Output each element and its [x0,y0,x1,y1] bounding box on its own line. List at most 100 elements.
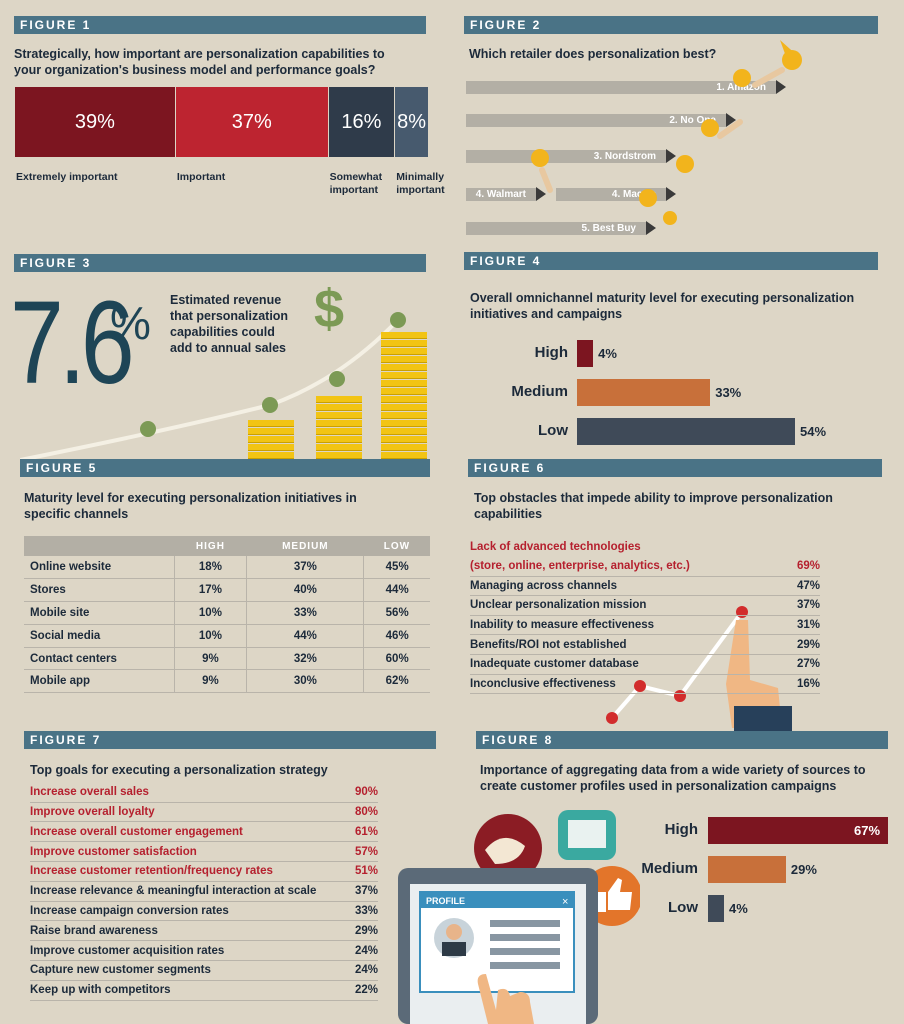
table-cell: 40% [246,578,364,603]
list-item-label: Increase overall customer engagement [30,825,243,838]
coin [316,444,362,451]
list-item: Unclear personalization mission 37% [470,596,820,616]
table-row: Social media 10% 44% 46% [24,624,430,648]
list-item-label: Inadequate customer database [470,658,639,671]
list-item-value: 61% [354,825,378,838]
list-item-value: 80% [354,806,378,819]
list-item: Increase relevance & meaningful interact… [30,882,378,902]
list-item-label: Unclear personalization mission [470,599,647,612]
figure-5-header: FIGURE 5 [20,459,430,477]
table-cell: 9% [173,647,247,671]
table-header-cell: HIGH [174,536,247,556]
list-item-value: 27% [796,658,820,671]
table-cell: 32% [246,647,364,671]
list-item: Benefits/ROI not established 29% [470,635,820,655]
table-cell: 62% [363,669,430,694]
list-item: Inability to measure effectiveness 31% [470,616,820,636]
table-cell: 60% [363,647,430,671]
rank-shelf: 5. Best Buy [466,222,646,235]
table-cell: Mobile app [24,669,174,694]
list-item: Keep up with competitors 22% [30,981,378,1001]
shelf-end [776,80,786,94]
coin [248,436,294,443]
list-item-label: Keep up with competitors [30,984,171,997]
trophy-cup [676,155,694,173]
coin [381,412,427,419]
figure-8-question: Importance of aggregating data from a wi… [480,763,866,793]
dollar-icon: $ [314,279,345,339]
bar [708,895,724,922]
list-item-label: Increase relevance & meaningful interact… [30,885,317,898]
coin [381,356,427,363]
growth-point [390,312,406,328]
stacked-bar-segment: 39% [15,87,175,157]
coin [381,452,427,459]
coin [381,436,427,443]
growth-curve [20,312,406,462]
bar [708,817,888,844]
big-stat-number: 7.6 [10,277,135,409]
table-cell: Online website [24,556,174,580]
coin [316,404,362,411]
list-item: Increase campaign conversion rates 33% [30,902,378,922]
coin [381,388,427,395]
list-item-value: 24% [354,964,378,977]
list-item: Inconclusive effectiveness 16% [470,675,820,695]
obstacle-first-line: Lack of advanced technologies [470,541,641,553]
list-item-label: Capture new customer segments [30,964,211,977]
trophy-cup [733,69,751,87]
pointing-hand-chart [606,606,792,735]
list-item-label: Improve customer acquisition rates [30,944,225,957]
shelf-end [536,187,546,201]
pointing-hand-icon [726,620,782,728]
chart-point [634,680,646,692]
list-item-value: 37% [354,885,378,898]
bar-value-label: 4% [598,346,617,361]
trophy-cup [639,189,657,207]
figure-5-table: HIGH MEDIUM LOW Online website 18% 37% 45% Sto… [24,536,430,694]
coin [248,444,294,451]
list-item-value: 90% [354,786,378,799]
coin [248,428,294,435]
bar-value-label: 29% [790,862,817,877]
close-icon[interactable]: × [562,896,568,908]
growth-point [140,421,156,437]
segment-label: Minimally important [396,171,445,196]
figure-7-header: FIGURE 7 [24,731,436,749]
bar [708,856,786,883]
sleeve [734,706,792,735]
figure-4-question: Overall omnichannel maturity level for e… [470,291,855,321]
table-header-row: HIGH MEDIUM LOW [24,536,430,556]
coin [381,380,427,387]
list-item: Improve overall loyalty 80% [30,803,378,823]
bar-category-label: High [534,344,568,361]
coin [316,420,362,427]
figure-6-header: FIGURE 6 [468,459,882,477]
list-item: Raise brand awareness 29% [30,922,378,942]
coin [316,412,362,419]
table-cell: 44% [246,624,364,648]
profile-title: PROFILE [426,896,465,906]
list-item: Managing across channels 47% [470,577,820,597]
list-item: Inadequate customer database 27% [470,655,820,675]
bar-category-label: Low [668,899,698,916]
bar-category-label: Low [538,422,568,439]
list-item-value: 51% [354,865,378,878]
table-row: Mobile app 9% 30% 62% [24,669,430,694]
coin [381,364,427,371]
shelf-end [726,113,736,127]
list-item: Increase overall customer engagement 61% [30,823,378,843]
coin [381,444,427,451]
list-item-value: 37% [796,599,820,612]
figure-1-header: FIGURE 1 [14,16,426,34]
bar-value-label: 4% [729,901,748,916]
figure-6-question: Top obstacles that impede ability to imp… [474,491,833,521]
list-item-value: 47% [796,579,820,592]
coin [248,452,294,459]
trophy-cup [701,119,719,137]
list-item: Improve customer satisfaction 57% [30,842,378,862]
coin [381,420,427,427]
bar-category-label: Medium [641,860,698,877]
coin [381,404,427,411]
chart-point [674,690,686,702]
